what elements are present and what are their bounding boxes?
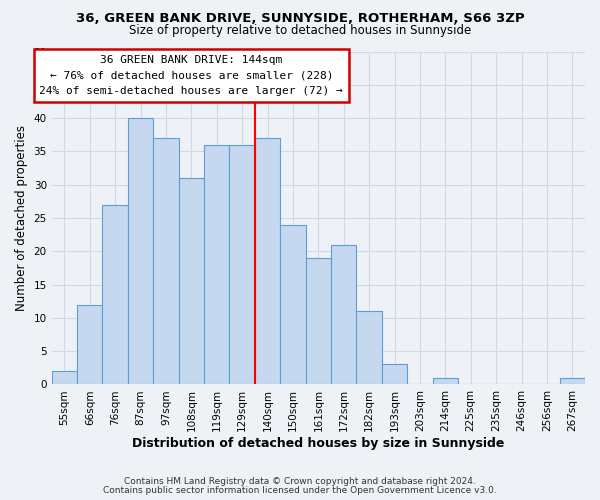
- Bar: [128, 118, 153, 384]
- Text: 36 GREEN BANK DRIVE: 144sqm
← 76% of detached houses are smaller (228)
24% of se: 36 GREEN BANK DRIVE: 144sqm ← 76% of det…: [40, 55, 343, 96]
- X-axis label: Distribution of detached houses by size in Sunnyside: Distribution of detached houses by size …: [132, 437, 505, 450]
- Bar: [179, 178, 204, 384]
- Text: 36, GREEN BANK DRIVE, SUNNYSIDE, ROTHERHAM, S66 3ZP: 36, GREEN BANK DRIVE, SUNNYSIDE, ROTHERH…: [76, 12, 524, 26]
- Text: Contains HM Land Registry data © Crown copyright and database right 2024.: Contains HM Land Registry data © Crown c…: [124, 477, 476, 486]
- Bar: [305, 258, 331, 384]
- Bar: [153, 138, 179, 384]
- Bar: [103, 204, 128, 384]
- Bar: [356, 311, 382, 384]
- Bar: [280, 224, 305, 384]
- Bar: [382, 364, 407, 384]
- Bar: [433, 378, 458, 384]
- Text: Size of property relative to detached houses in Sunnyside: Size of property relative to detached ho…: [129, 24, 471, 37]
- Bar: [204, 144, 229, 384]
- Y-axis label: Number of detached properties: Number of detached properties: [15, 125, 28, 311]
- Bar: [560, 378, 585, 384]
- Bar: [255, 138, 280, 384]
- Text: Contains public sector information licensed under the Open Government Licence v3: Contains public sector information licen…: [103, 486, 497, 495]
- Bar: [52, 371, 77, 384]
- Bar: [331, 244, 356, 384]
- Bar: [229, 144, 255, 384]
- Bar: [77, 304, 103, 384]
